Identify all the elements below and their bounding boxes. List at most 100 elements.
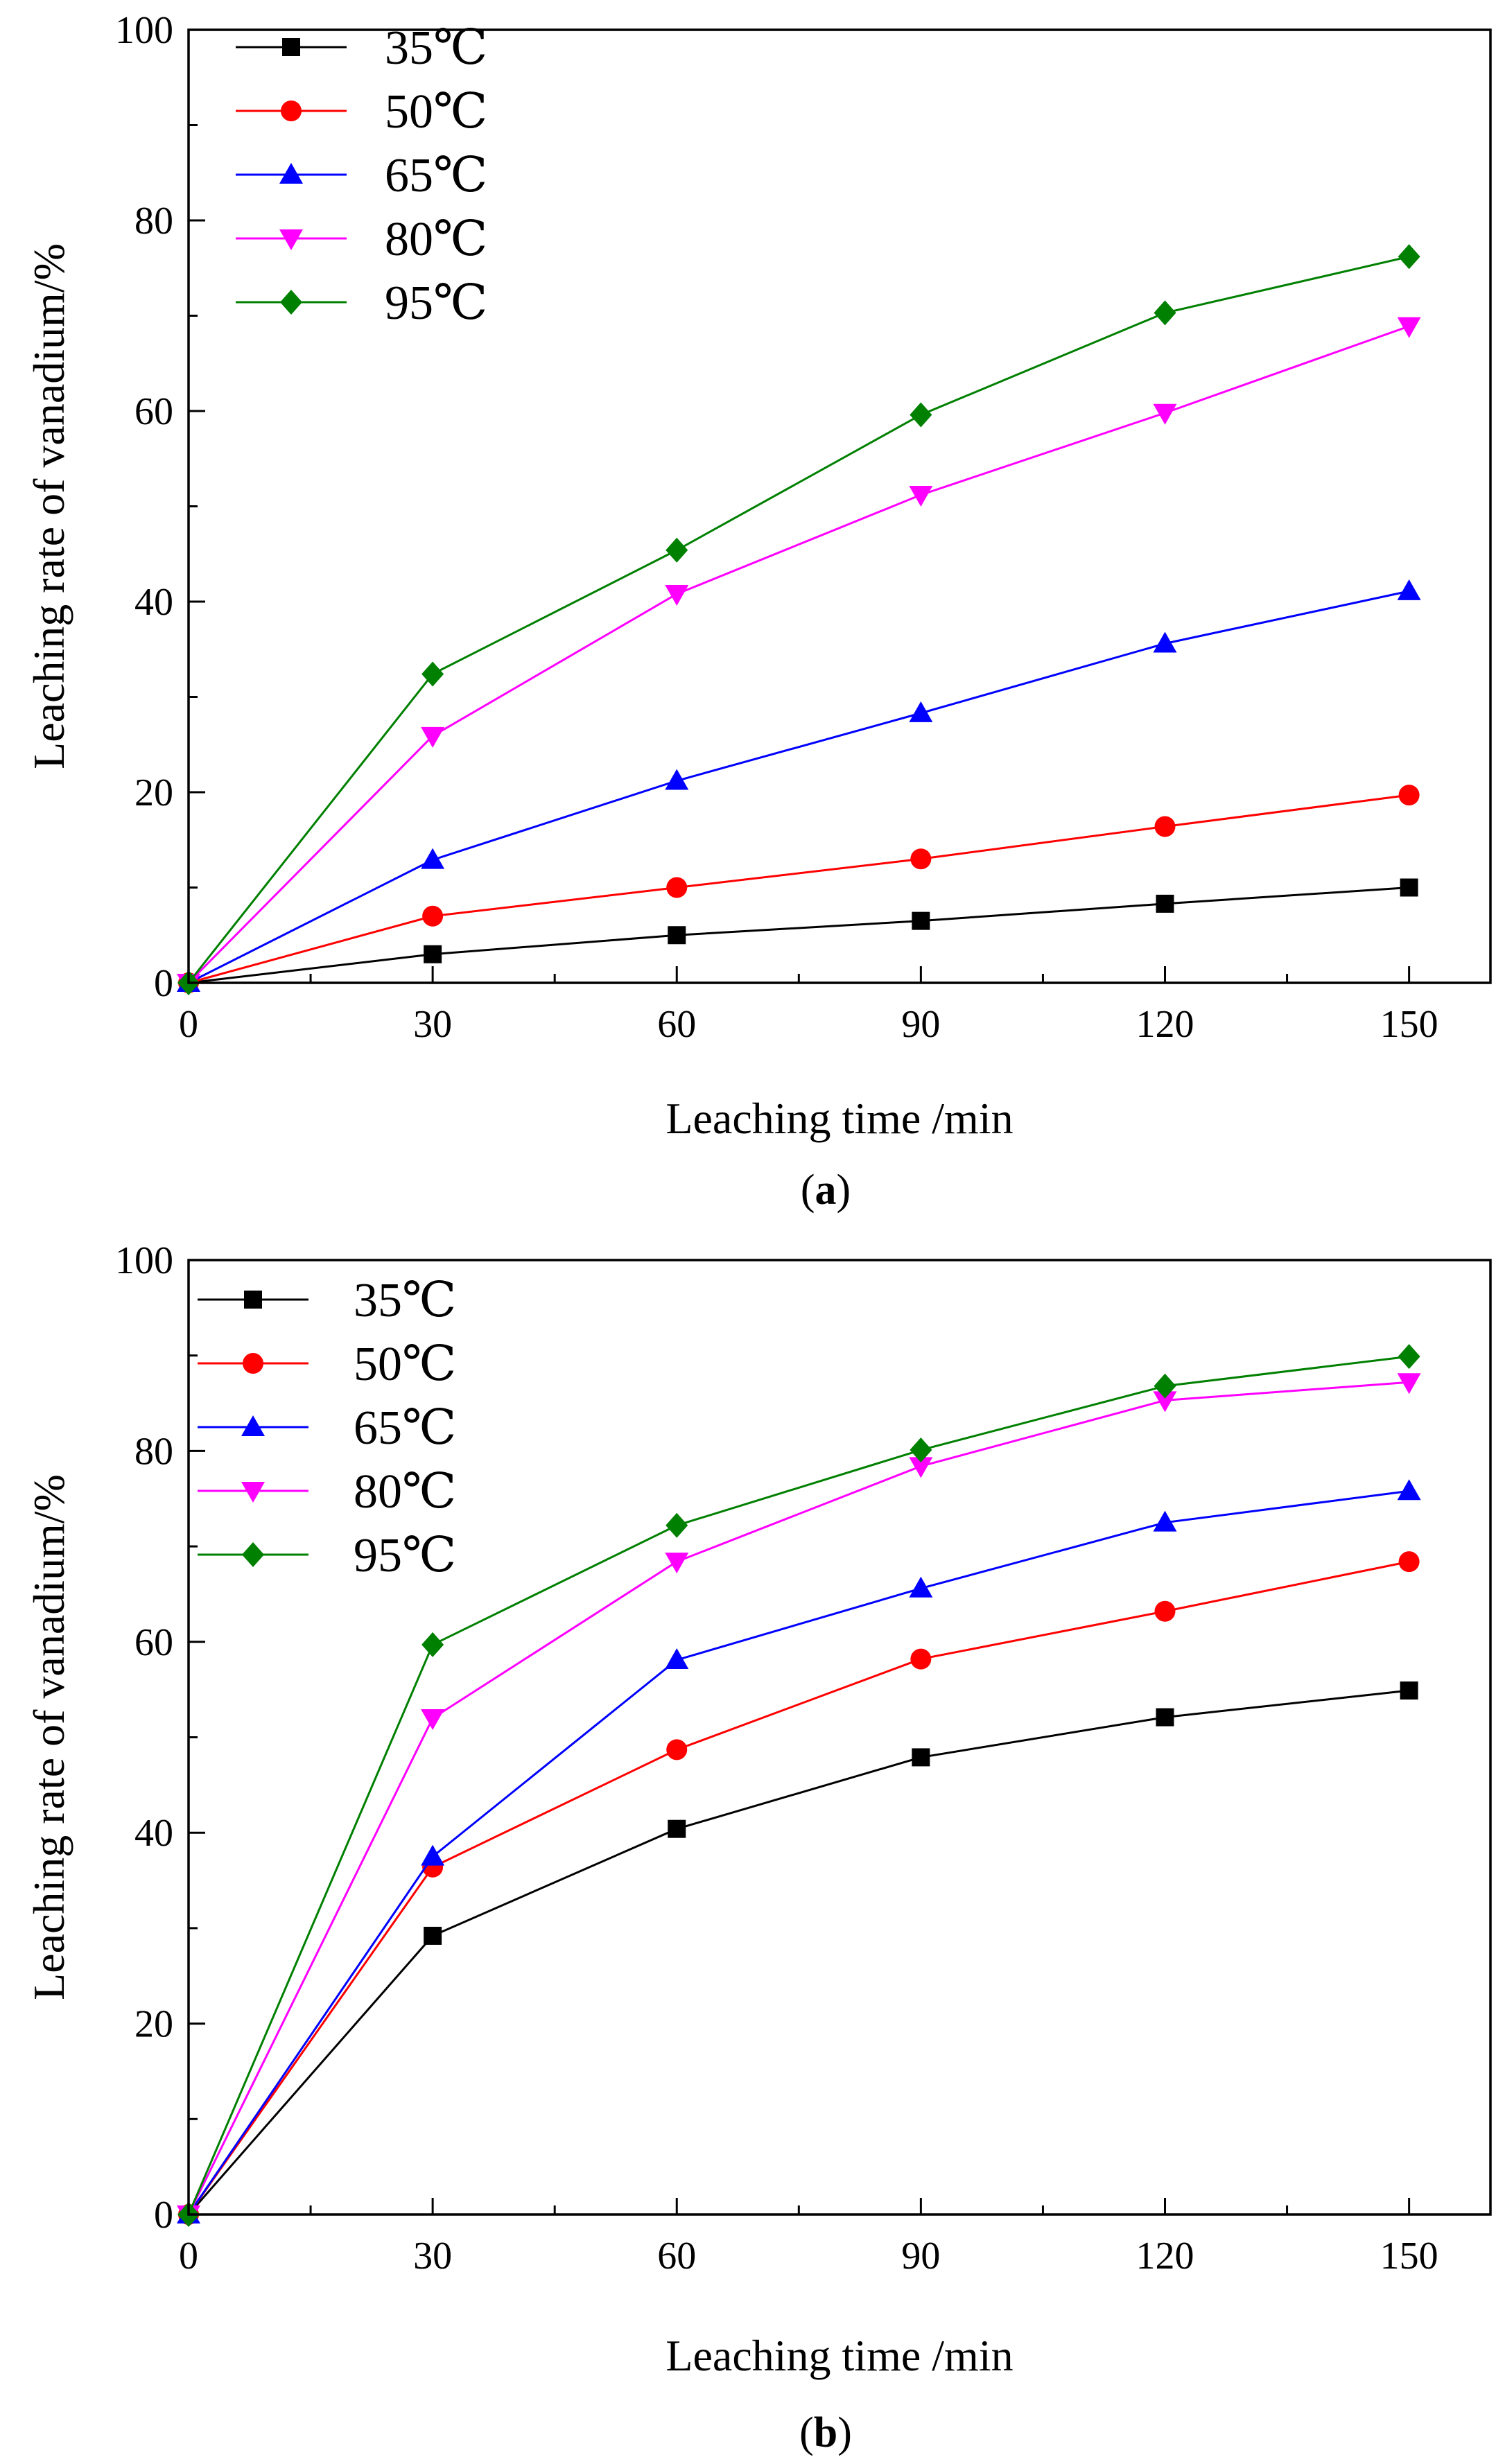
data-point xyxy=(424,1926,442,1945)
data-point xyxy=(421,661,444,687)
data-point xyxy=(665,537,688,563)
y-tick-label: 60 xyxy=(134,1621,173,1664)
data-point xyxy=(1154,816,1176,837)
legend-marker xyxy=(281,101,302,121)
series-0 xyxy=(180,1681,1418,2223)
legend: 35℃ 50℃ 65℃ 80℃ 95℃ xyxy=(236,21,487,330)
legend-marker xyxy=(279,229,303,250)
x-tick-label: 150 xyxy=(1380,1003,1438,1046)
legend-item: 35℃ xyxy=(198,1274,456,1327)
x-axis-title: Leaching time /min xyxy=(665,2331,1013,2380)
data-point xyxy=(424,945,442,963)
data-point xyxy=(1153,1391,1177,1413)
data-point xyxy=(668,1819,686,1838)
data-point xyxy=(421,1632,444,1657)
legend-marker xyxy=(280,290,302,315)
legend: 35℃ 50℃ 65℃ 80℃ 95℃ xyxy=(198,1274,456,1582)
x-tick-label: 60 xyxy=(657,2235,696,2278)
data-point xyxy=(1153,1510,1177,1532)
series-line xyxy=(188,886,1409,984)
y-tick-label: 20 xyxy=(134,771,173,814)
data-point xyxy=(1398,244,1420,270)
x-tick-label: 0 xyxy=(179,1003,198,1046)
data-point xyxy=(1400,1681,1418,1700)
legend-marker xyxy=(279,163,303,184)
x-tick-label: 30 xyxy=(413,2235,452,2278)
chart-panel-b: 0 30 60 90 120 150 0 20 40 60 80 100 Leaching time … xyxy=(24,1239,1492,2456)
legend-label: 50℃ xyxy=(354,1338,456,1391)
x-axis-title: Leaching time /min xyxy=(665,1094,1013,1143)
data-point xyxy=(665,1512,688,1538)
data-point xyxy=(912,1748,930,1767)
x-tick-label: 120 xyxy=(1136,2235,1194,2278)
data-point xyxy=(1153,403,1177,425)
panel-label: (b) xyxy=(799,2409,852,2456)
legend-marker xyxy=(244,1291,262,1309)
data-point xyxy=(1398,1551,1420,1573)
x-tick-label: 150 xyxy=(1380,2235,1438,2278)
data-point xyxy=(909,701,933,722)
data-point xyxy=(421,848,445,869)
panel-label: (a) xyxy=(801,1167,851,1214)
data-point xyxy=(912,911,930,930)
y-tick-label: 40 xyxy=(134,1812,173,1855)
series-line xyxy=(187,255,1409,984)
y-axis-title: Leaching rate of vanadium/% xyxy=(24,243,73,769)
data-point xyxy=(909,486,933,507)
legend-label: 35℃ xyxy=(385,21,487,75)
data-point xyxy=(666,1739,688,1760)
data-point xyxy=(665,1553,689,1574)
x-tick-label: 90 xyxy=(901,1003,940,1046)
data-point xyxy=(1397,317,1421,338)
y-tick-label: 20 xyxy=(134,2003,173,2046)
legend-label: 95℃ xyxy=(385,277,487,330)
legend-item: 50℃ xyxy=(236,85,487,139)
series-line xyxy=(187,325,1410,984)
x-tick-label: 30 xyxy=(413,1003,452,1046)
legend-label: 65℃ xyxy=(385,149,487,202)
x-tick-label: 60 xyxy=(657,1003,696,1046)
data-point xyxy=(1154,1373,1176,1399)
x-tick-label: 0 xyxy=(179,2235,198,2278)
data-point xyxy=(668,926,686,945)
series-line xyxy=(187,1489,1409,2215)
legend-label: 80℃ xyxy=(354,1465,456,1519)
data-point xyxy=(909,1457,933,1478)
data-point xyxy=(910,1438,932,1463)
data-point xyxy=(1397,1373,1421,1395)
series-line xyxy=(187,1560,1409,2215)
y-tick-label: 0 xyxy=(154,2194,173,2237)
data-point xyxy=(421,1709,445,1730)
data-point xyxy=(1154,1600,1176,1622)
legend-marker xyxy=(242,1542,264,1567)
series-line xyxy=(187,1381,1409,2215)
data-point xyxy=(1156,894,1174,913)
data-point xyxy=(665,769,689,790)
y-tick-label: 80 xyxy=(134,200,173,243)
data-point xyxy=(1397,579,1421,600)
data-point xyxy=(1400,878,1418,897)
x-tick-label: 120 xyxy=(1136,1003,1194,1046)
y-tick-label: 40 xyxy=(134,581,173,624)
data-point xyxy=(422,905,444,927)
data-point xyxy=(1156,1708,1174,1727)
data-point xyxy=(910,848,932,870)
data-point xyxy=(665,585,689,606)
series-line xyxy=(188,794,1409,984)
legend-marker xyxy=(243,1353,263,1374)
legend-item: 95℃ xyxy=(198,1529,456,1582)
legend-marker xyxy=(282,38,300,56)
data-point xyxy=(665,1648,689,1669)
legend-item: 50℃ xyxy=(198,1338,456,1391)
legend-label: 35℃ xyxy=(354,1274,456,1327)
y-tick-label: 0 xyxy=(154,962,173,1005)
data-point xyxy=(910,1648,932,1670)
y-tick-label: 100 xyxy=(115,1239,173,1282)
series-line xyxy=(187,1355,1409,2215)
data-point xyxy=(1398,1344,1420,1370)
series-line xyxy=(187,1689,1409,2215)
y-tick-label: 80 xyxy=(134,1430,173,1473)
x-tick-label: 90 xyxy=(901,2235,940,2278)
series-2 xyxy=(177,579,1421,992)
